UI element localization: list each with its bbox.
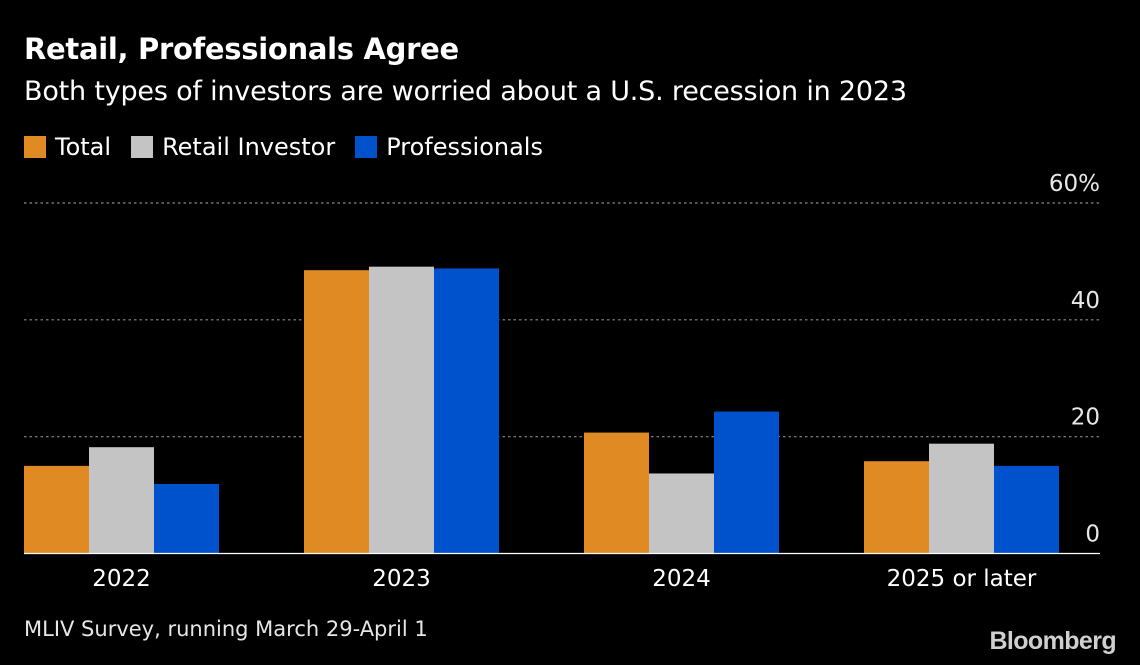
- legend-item-total: Total: [24, 133, 111, 161]
- bar-retail-investor-2025-or-later: [929, 443, 994, 554]
- bar-total-2022: [24, 465, 89, 554]
- bar-retail-investor-2024: [649, 473, 714, 554]
- legend-label-professionals: Professionals: [386, 133, 543, 161]
- bar-retail-investor-2023: [369, 266, 434, 554]
- y-tick-label-40: 40: [1071, 288, 1100, 314]
- legend-swatch-total: [24, 136, 46, 158]
- bar-professionals-2022: [154, 483, 219, 554]
- bar-total-2024: [584, 432, 649, 554]
- legend-item-professionals: Professionals: [355, 133, 543, 161]
- legend-label-retail-investor: Retail Investor: [162, 133, 336, 161]
- chart-title: Retail, Professionals Agree: [24, 32, 459, 66]
- bars: [24, 266, 1059, 554]
- bloomberg-logo: Bloomberg: [989, 627, 1116, 655]
- y-tick-label-20: 20: [1071, 405, 1100, 431]
- x-tick-label-2024: 2024: [652, 566, 711, 592]
- bar-professionals-2025-or-later: [994, 465, 1059, 554]
- y-tick-label-0: 0: [1085, 522, 1100, 548]
- x-tick-label-2025-or-later: 2025 or later: [887, 566, 1037, 592]
- gridlines: [24, 202, 1100, 438]
- source-note: MLIV Survey, running March 29-April 1: [24, 617, 428, 641]
- legend-swatch-retail-investor: [131, 136, 154, 158]
- bar-retail-investor-2022: [89, 447, 154, 554]
- x-tick-label-2022: 2022: [92, 566, 151, 592]
- x-tick-label-2023: 2023: [372, 566, 431, 592]
- legend-swatch-professionals: [355, 136, 378, 158]
- bar-professionals-2024: [714, 411, 779, 554]
- y-tick-label-60: 60%: [1049, 171, 1100, 197]
- legend-label-total: Total: [55, 133, 112, 161]
- bar-chart: 0 20 40 60% 2022 2023 2024 2025 or later: [24, 171, 1100, 592]
- bar-professionals-2023: [434, 268, 499, 554]
- legend: Total Retail Investor Professionals: [24, 133, 563, 161]
- legend-item-retail-investor: Retail Investor: [131, 133, 335, 161]
- axes: 0 20 40 60% 2022 2023 2024 2025 or later: [24, 171, 1100, 592]
- bar-total-2023: [304, 270, 369, 554]
- bar-total-2025-or-later: [864, 461, 929, 554]
- chart-subtitle: Both types of investors are worried abou…: [24, 76, 907, 107]
